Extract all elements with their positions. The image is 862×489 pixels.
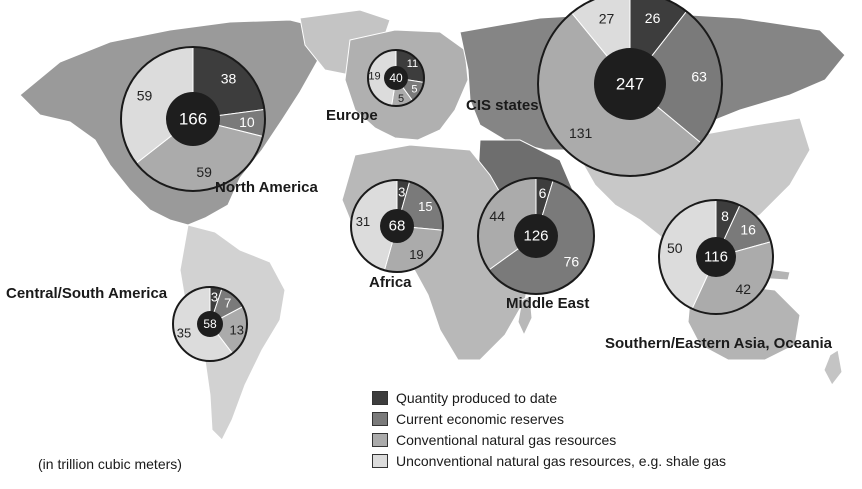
label-africa: Africa — [369, 274, 412, 291]
label-middle-east: Middle East — [506, 295, 589, 312]
pie-africa-border — [350, 179, 444, 273]
pie-middle-east-value-reserves: 76 — [564, 253, 580, 269]
legend-item-conventional: Conventional natural gas resources — [372, 430, 726, 450]
pie-cis-states-value-unconventional: 27 — [599, 10, 615, 26]
pie-cis-states: 26 63 131 27 247 — [537, 0, 723, 177]
pie-north-america-center — [166, 92, 220, 146]
legend: Quantity produced to date Current econom… — [372, 388, 726, 472]
pie-central-south-america-value-reserves: 7 — [224, 296, 231, 311]
pie-north-america: 38 10 59 59 166 — [120, 46, 266, 192]
pie-central-south-america-total: 58 — [203, 317, 217, 331]
pie-europe-value-unconventional: 19 — [368, 70, 380, 82]
pie-north-america-total: 166 — [179, 110, 207, 129]
label-europe: Europe — [326, 107, 378, 124]
legend-swatch-produced — [372, 391, 388, 405]
pie-africa-value-conventional: 19 — [409, 247, 423, 262]
pie-southern-eastern-asia-oceania-border — [658, 199, 774, 315]
label-north-america: North America — [215, 179, 318, 196]
pie-southern-eastern-asia-oceania: 8 16 42 50 116 — [658, 199, 774, 315]
legend-swatch-reserves — [372, 412, 388, 426]
pie-southern-eastern-asia-oceania-center — [696, 237, 736, 277]
legend-swatch-unconventional — [372, 454, 388, 468]
pie-africa-total: 68 — [389, 218, 406, 235]
pie-europe-center — [384, 66, 408, 90]
legend-item-produced: Quantity produced to date — [372, 388, 726, 408]
label-central-south-america: Central/South America — [6, 285, 168, 302]
pie-central-south-america-value-unconventional: 35 — [177, 325, 191, 340]
pie-africa-value-unconventional: 31 — [356, 214, 370, 229]
pie-cis-states-total: 247 — [616, 75, 644, 94]
pie-europe-value-produced: 11 — [407, 58, 418, 70]
pie-middle-east-total: 126 — [523, 228, 548, 245]
legend-label-unconventional: Unconventional natural gas resources, e.… — [396, 453, 726, 469]
pie-cis-states-value-conventional: 131 — [569, 125, 593, 141]
pie-middle-east-value-conventional: 44 — [489, 208, 505, 224]
legend-label-conventional: Conventional natural gas resources — [396, 432, 617, 448]
land-madagascar — [517, 295, 533, 337]
pie-central-south-america-value-conventional: 13 — [230, 322, 244, 337]
pie-europe-border — [367, 49, 425, 107]
pie-europe: 11 55 19 40 — [367, 49, 425, 107]
pie-north-america-value-conventional: 59 — [196, 164, 212, 180]
pie-central-south-america: 3 7 13 35 58 — [172, 286, 248, 362]
pie-north-america-border — [120, 46, 266, 192]
pie-africa: 3 15 19 31 68 — [350, 179, 444, 273]
legend-label-reserves: Current economic reserves — [396, 411, 565, 427]
pie-southern-eastern-asia-oceania-value-unconventional: 50 — [667, 240, 683, 256]
pie-middle-east-value-produced: 6 — [539, 185, 547, 201]
pie-north-america-value-unconventional: 59 — [137, 87, 153, 103]
pie-middle-east: 6 76 44 126 — [477, 177, 595, 295]
label-cis-states: CIS states — [466, 97, 539, 114]
legend-swatch-conventional — [372, 433, 388, 447]
pie-africa-value-reserves: 15 — [418, 199, 432, 214]
pie-central-south-america-border — [172, 286, 248, 362]
pie-central-south-america-value-produced: 3 — [211, 289, 218, 304]
pie-europe-value-reserves: 5 — [411, 83, 417, 95]
pie-southern-eastern-asia-oceania-total: 116 — [704, 249, 728, 266]
pie-africa-center — [380, 209, 414, 243]
legend-item-reserves: Current economic reserves — [372, 409, 726, 429]
pie-north-america-value-reserves: 10 — [239, 114, 255, 130]
pie-cis-states-border — [537, 0, 723, 177]
legend-label-produced: Quantity produced to date — [396, 390, 558, 406]
legend-item-unconventional: Unconventional natural gas resources, e.… — [372, 451, 726, 471]
pie-europe-total: 40 — [389, 71, 403, 85]
pie-africa-value-produced: 3 — [398, 184, 405, 199]
pie-cis-states-value-produced: 26 — [645, 10, 661, 26]
pie-southern-eastern-asia-oceania-value-produced: 8 — [721, 208, 729, 224]
label-southern-eastern-asia-oceania: Southern/Eastern Asia, Oceania — [605, 335, 833, 352]
pie-middle-east-center — [514, 214, 558, 258]
pie-cis-states-value-reserves: 63 — [691, 68, 707, 84]
pie-europe-value-conventional: 5 — [398, 93, 404, 105]
pie-north-america-value-produced: 38 — [221, 70, 237, 86]
land-new-zealand — [823, 349, 843, 386]
pie-southern-eastern-asia-oceania-value-conventional: 42 — [736, 281, 752, 297]
unit-note: (in trillion cubic meters) — [38, 456, 182, 472]
pie-southern-eastern-asia-oceania-value-reserves: 16 — [740, 222, 756, 238]
pie-central-south-america-center — [197, 311, 223, 337]
pie-cis-states-center — [594, 48, 666, 120]
pie-middle-east-border — [477, 177, 595, 295]
